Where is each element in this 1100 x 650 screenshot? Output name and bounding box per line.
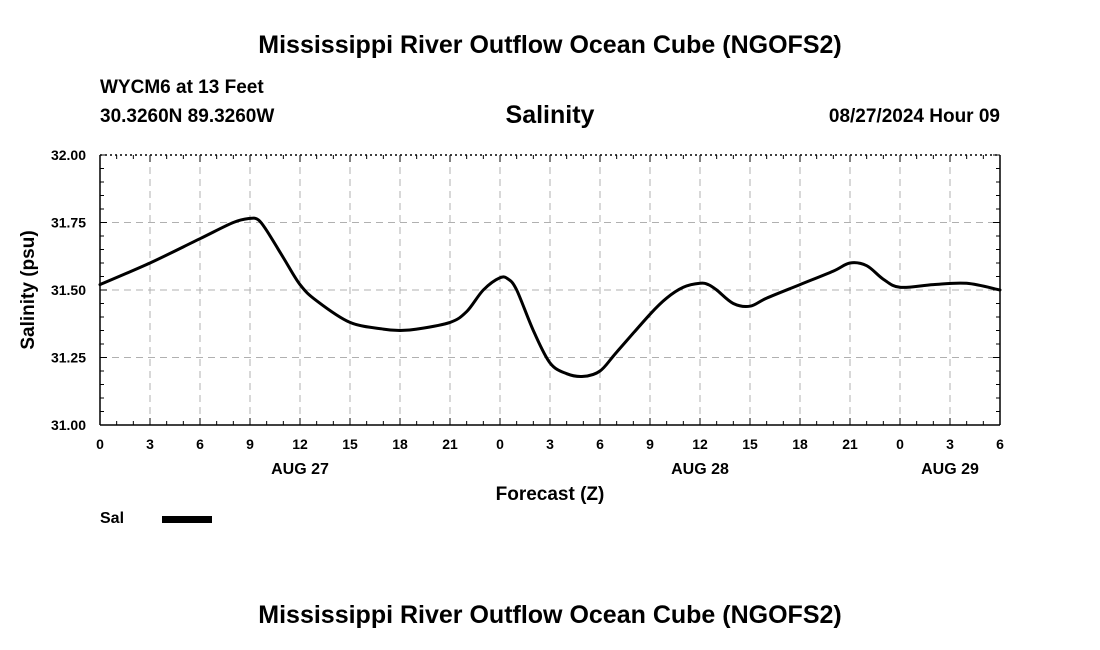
station-label: WYCM6 at 13 Feet	[100, 77, 264, 98]
x-tick-label-8: 0	[496, 436, 504, 452]
x-tick-label-4: 12	[292, 436, 308, 452]
x-axis-label: Forecast (Z)	[496, 484, 605, 505]
legend-swatch	[162, 516, 212, 523]
x-tick-label-14: 18	[792, 436, 808, 452]
footer-title: Mississippi River Outflow Ocean Cube (NG…	[258, 601, 842, 629]
x-tick-label-17: 3	[946, 436, 954, 452]
station-coordinates: 30.3260N 89.3260W	[100, 106, 275, 127]
x-tick-label-16: 0	[896, 436, 904, 452]
x-tick-label-9: 3	[546, 436, 554, 452]
y-tick-label-2: 31.50	[51, 282, 86, 298]
day-label-1: AUG 28	[671, 461, 729, 478]
y-tick-label-1: 31.25	[51, 350, 86, 366]
y-tick-label-4: 32.00	[51, 147, 86, 163]
grid-layer	[100, 155, 1000, 425]
legend-label: Sal	[100, 510, 125, 527]
y-axis-label: Salinity (psu)	[18, 230, 39, 349]
x-tick-label-5: 15	[342, 436, 358, 452]
day-label-2: AUG 29	[921, 461, 979, 478]
x-tick-label-18: 6	[996, 436, 1004, 452]
y-tick-label-3: 31.75	[51, 215, 86, 231]
x-tick-label-7: 21	[442, 436, 458, 452]
x-tick-label-10: 6	[596, 436, 604, 452]
day-label-0: AUG 27	[271, 461, 329, 478]
x-tick-label-13: 15	[742, 436, 758, 452]
x-tick-label-15: 21	[842, 436, 858, 452]
x-tick-label-12: 12	[692, 436, 708, 452]
forecast-datetime: 08/27/2024 Hour 09	[828, 106, 1000, 127]
chart-subtitle: Salinity	[505, 101, 595, 129]
series-layer	[98, 216, 1002, 379]
x-tick-label-2: 6	[196, 436, 204, 452]
axes-layer	[99, 154, 1001, 426]
tick-label-layer: 0 3 6 9 12 15 18 21 0 3 6 9 12 15 18 21 0 3 6 31.00 31.25 31.…	[51, 147, 1004, 478]
x-tick-label-3: 9	[246, 436, 254, 452]
series-line-sal	[98, 216, 1002, 379]
x-tick-label-0: 0	[96, 436, 104, 452]
x-tick-label-11: 9	[646, 436, 654, 452]
chart-title: Mississippi River Outflow Ocean Cube (NG…	[258, 31, 842, 59]
x-tick-label-1: 3	[146, 436, 154, 452]
y-tick-label-0: 31.00	[51, 417, 86, 433]
x-tick-label-6: 18	[392, 436, 408, 452]
